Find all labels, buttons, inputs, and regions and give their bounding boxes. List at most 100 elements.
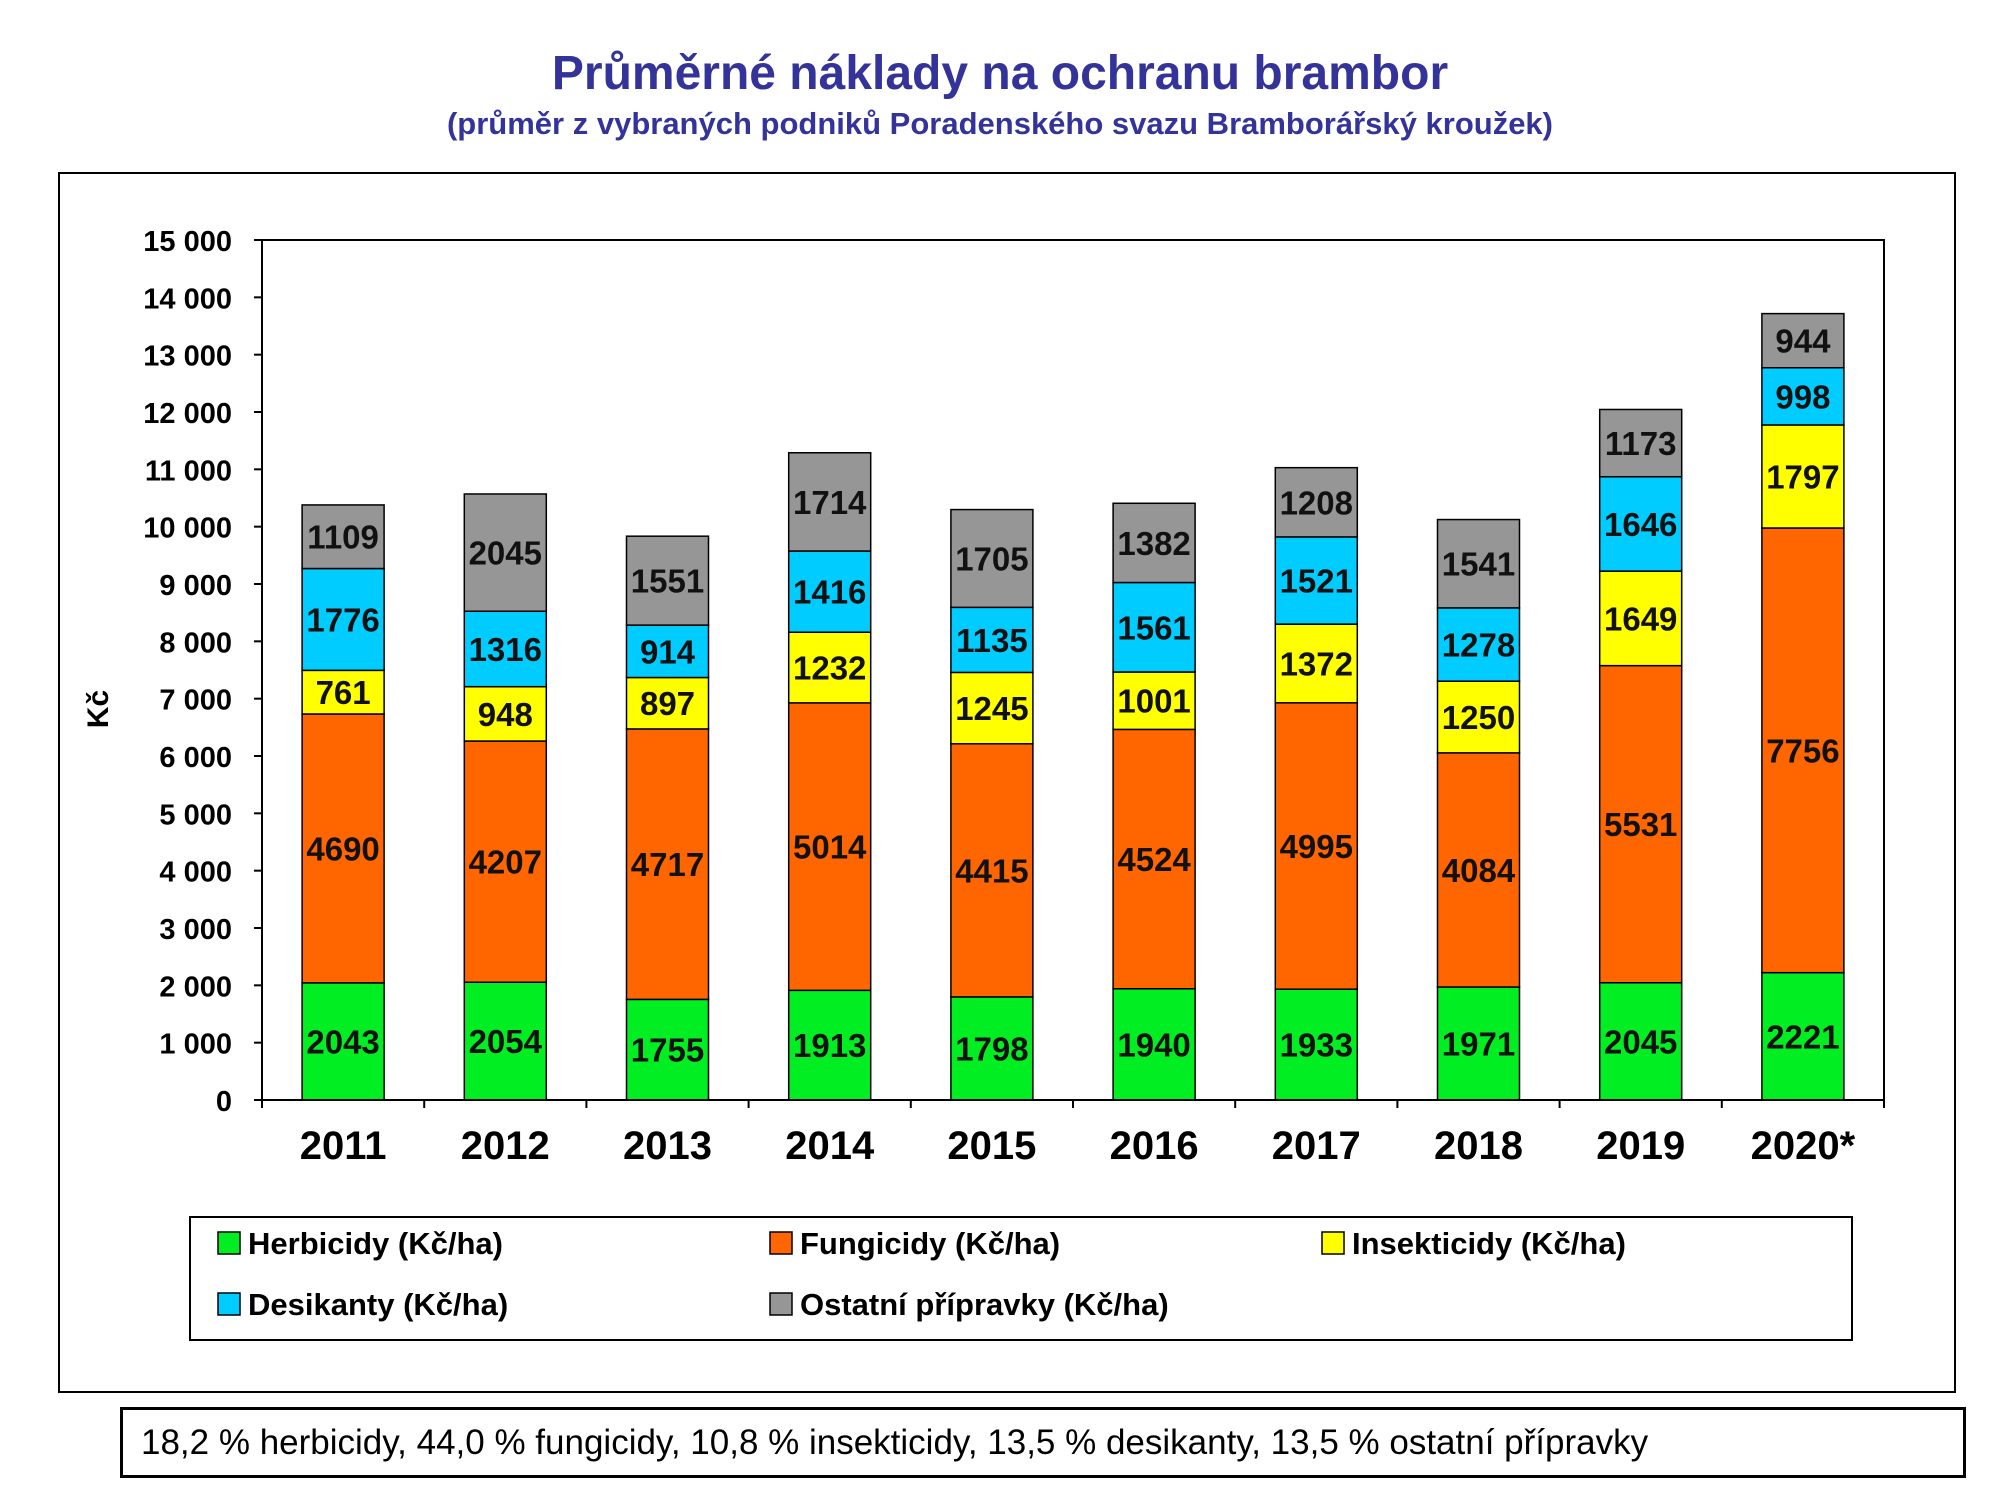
x-tick-label: 2019: [1596, 1124, 1685, 1168]
chart-subtitle: (průměr z vybraných podniků Poradenského…: [446, 106, 1553, 141]
legend-swatch: [769, 1231, 793, 1255]
bar-stack-2015: 1798 4415 1245 1135 1705: [950, 508, 1034, 1101]
y-tick-label: 4 000: [159, 857, 232, 889]
bar-segment: [1598, 570, 1683, 667]
bar-segment: [1274, 466, 1359, 538]
y-tick-label: 7 000: [159, 685, 232, 717]
x-tick-label: 2012: [461, 1124, 550, 1168]
data-label: 4690: [306, 830, 379, 867]
legend-item: Fungicidy (Kč/ha): [769, 1226, 1060, 1261]
data-label: 5014: [793, 829, 867, 866]
legend-swatch: [1321, 1231, 1345, 1255]
bar-stack-2013: 1755 4717 897 914 1551: [625, 535, 710, 1101]
x-tick-label: 2013: [623, 1124, 712, 1168]
legend-label: Desikanty (Kč/ha): [248, 1287, 508, 1322]
data-label: 7756: [1766, 732, 1839, 769]
data-label: 1714: [793, 484, 867, 521]
y-tick-label: 6 000: [159, 742, 232, 774]
y-tick-label: 1 000: [159, 1029, 232, 1061]
data-label: 4415: [955, 852, 1028, 889]
y-tick-label: 0: [216, 1086, 232, 1118]
legend-label: Insekticidy (Kč/ha): [1352, 1226, 1626, 1261]
data-label: 1232: [793, 650, 866, 687]
data-label: 4524: [1117, 841, 1191, 878]
bar-segment: [301, 504, 385, 570]
data-label: 1372: [1280, 645, 1353, 682]
bar-segment: [1112, 502, 1196, 584]
data-label: 2221: [1766, 1018, 1839, 1055]
legend-swatch: [217, 1231, 241, 1255]
data-label: 2054: [469, 1023, 543, 1060]
data-label: 1705: [955, 540, 1028, 577]
data-label: 1521: [1280, 563, 1353, 600]
bar-segment: [625, 676, 710, 730]
data-label: 1797: [1766, 458, 1839, 495]
y-axis-ticks: 0 1 000 2 000 3 000 4 000 5 000 6 000 7 000 8 00…: [143, 226, 262, 1118]
bars-group: 2043 4690 761 1776 1109 2054 4207 948 1316 2045 17…: [301, 312, 1845, 1101]
bar-stack-2011: 2043 4690 761 1776 1109: [301, 504, 385, 1101]
data-label: 1551: [631, 563, 704, 600]
bar-segment: [1112, 581, 1196, 673]
y-tick-label: 13 000: [143, 341, 232, 373]
x-tick-label: 2016: [1110, 1124, 1199, 1168]
bar-stack-2014: 1913 5014 1232 1416 1714: [787, 452, 872, 1101]
data-label: 1245: [955, 690, 1028, 727]
data-label: 1278: [1442, 627, 1515, 664]
bar-segment: [1274, 702, 1359, 990]
data-label: 4717: [631, 846, 704, 883]
bar-segment: [787, 989, 872, 1101]
bar-segment: [1598, 982, 1683, 1101]
data-label: 897: [640, 685, 695, 722]
data-label: 1135: [956, 622, 1028, 659]
bar-segment: [1436, 986, 1521, 1101]
y-axis-label: Kč: [82, 690, 115, 728]
data-label: 1933: [1280, 1027, 1353, 1064]
bar-segment: [463, 685, 548, 742]
bar-segment: [787, 452, 872, 552]
bar-segment: [950, 508, 1034, 609]
bar-stack-2018: 1971 4084 1250 1278 1541: [1436, 518, 1521, 1101]
data-label: 1316: [469, 631, 542, 668]
data-label: 4207: [469, 844, 542, 881]
legend-box: [189, 1216, 1853, 1341]
legend-label: Fungicidy (Kč/ha): [800, 1226, 1060, 1261]
x-axis-labels: 2011 2012 2013 2014 2015 2016 2017 2018 2019 2020…: [300, 1124, 1856, 1168]
bar-segment: [463, 610, 548, 688]
data-label: 1250: [1442, 699, 1515, 736]
data-label: 1561: [1117, 609, 1190, 646]
y-tick-label: 2 000: [159, 971, 232, 1003]
data-label: 1913: [793, 1027, 866, 1064]
bar-segment: [950, 996, 1034, 1101]
bar-stack-2016: 1940 4524 1001 1561 1382: [1112, 502, 1196, 1101]
data-label: 2043: [306, 1023, 379, 1060]
y-tick-label: 14 000: [143, 283, 232, 315]
legend-label: Ostatní přípravky (Kč/ha): [800, 1287, 1169, 1322]
bar-segment: [950, 671, 1034, 745]
bar-segment: [1436, 518, 1521, 609]
bar-segment: [625, 535, 710, 626]
bar-segment: [625, 728, 710, 1001]
y-tick-label: 10 000: [143, 513, 232, 545]
bar-segment: [463, 981, 548, 1101]
bar-segment: [1436, 607, 1521, 682]
data-label: 761: [316, 674, 371, 711]
y-tick-label: 15 000: [143, 226, 232, 258]
data-label: 1940: [1117, 1026, 1190, 1063]
stacked-bar-chart: Kč 0 1 000 2 000 3 000 4 000 5 000 6 000 7 000 8…: [82, 226, 1885, 1341]
data-label: 1109: [307, 519, 379, 556]
bar-stack-2012: 2054 4207 948 1316 2045: [463, 493, 548, 1101]
summary-box: 18,2 % herbicidy, 44,0 % fungicidy, 10,8…: [120, 1407, 1966, 1478]
data-label: 1798: [955, 1030, 1028, 1067]
legend-item: Ostatní přípravky (Kč/ha): [769, 1287, 1169, 1322]
data-label: 998: [1775, 378, 1830, 415]
bar-segment: [950, 743, 1034, 998]
legend: Herbicidy (Kč/ha) Fungicidy (Kč/ha) Insekt…: [189, 1216, 1853, 1341]
bar-segment: [301, 567, 385, 672]
data-label: 4084: [1442, 852, 1516, 889]
data-label: 1001: [1117, 683, 1190, 720]
data-label: 944: [1775, 323, 1831, 360]
chart-title: Průměrné náklady na ochranu brambor: [551, 47, 1449, 100]
data-label: 5531: [1604, 806, 1677, 843]
y-tick-label: 8 000: [159, 627, 232, 659]
x-tick-label: 2015: [947, 1124, 1036, 1168]
